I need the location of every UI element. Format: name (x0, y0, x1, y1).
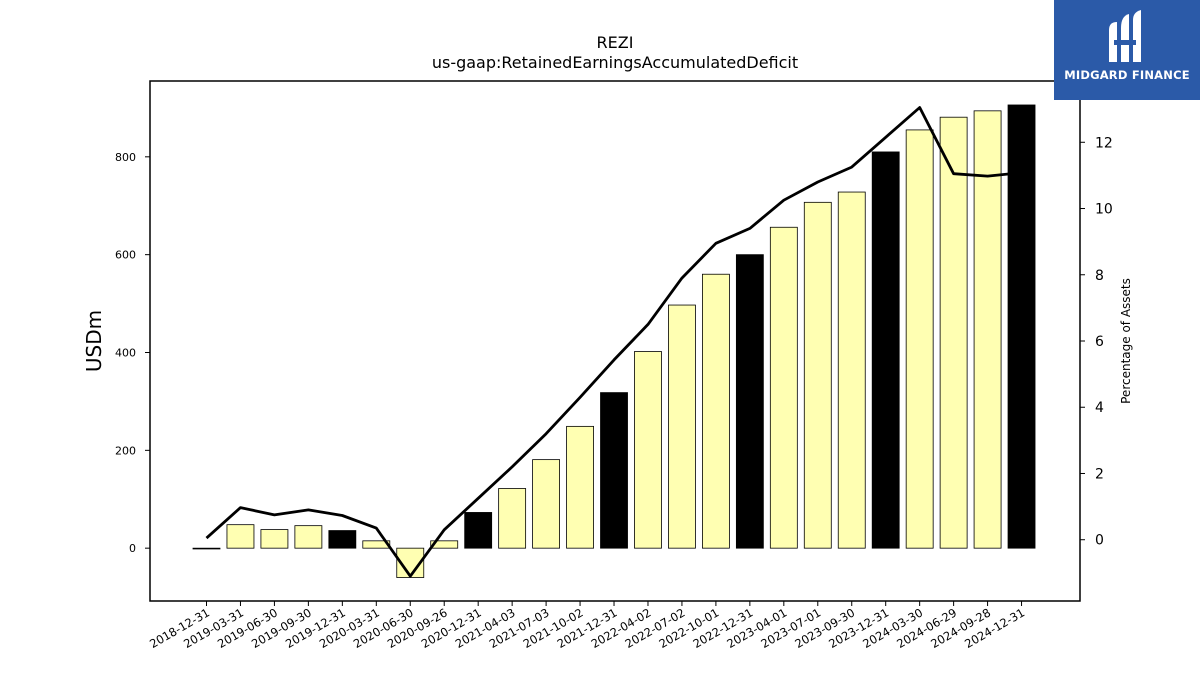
bar-2019-09-30 (294, 525, 323, 549)
brand-name: MIDGARD FINANCE (1064, 68, 1190, 82)
bar-2021-12-31 (600, 392, 628, 549)
bar-2023-07-01 (803, 201, 832, 549)
bars-layer (192, 104, 1036, 578)
bar-2022-07-02 (668, 304, 696, 549)
bar-2019-06-30 (260, 529, 289, 549)
bar-2024-03-30 (905, 129, 934, 549)
chart-subtitle: us-gaap:RetainedEarningsAccumulatedDefic… (432, 53, 798, 72)
bar-2023-12-31 (871, 151, 900, 549)
series-line-percentage-of-assets (205, 106, 1022, 578)
bar-2023-04-01 (769, 226, 798, 549)
bar-2020-03-31 (362, 540, 391, 549)
bar-2022-04-02 (634, 351, 662, 549)
bar-2021-04-03 (498, 488, 527, 549)
y2-tick-label-12: 12 (1095, 135, 1113, 151)
bar-2024-12-31 (1007, 104, 1036, 549)
bar-2024-06-29 (939, 116, 968, 549)
chart-title: REZI (597, 33, 634, 52)
bar-2020-12-31 (464, 512, 493, 549)
bar-2022-10-01 (702, 273, 730, 549)
midgard-logo-icon (1109, 10, 1141, 62)
bar-2022-12-31 (735, 254, 764, 549)
y2-tick-label-10: 10 (1095, 202, 1113, 218)
bar-2023-09-30 (837, 191, 866, 549)
bar-2021-07-03 (532, 459, 560, 549)
bar-2018-12-31 (192, 547, 221, 550)
y-tick-label-200: 200 (115, 444, 136, 457)
y2-tick-label-4: 4 (1095, 400, 1104, 416)
y-tick-label-600: 600 (115, 249, 136, 262)
y-tick-label-800: 800 (115, 151, 136, 164)
y2-tick-label-6: 6 (1095, 334, 1104, 350)
y2-tick-label-2: 2 (1095, 466, 1104, 482)
brand-logo: MIDGARD FINANCE (1054, 0, 1200, 100)
y2-tick-label-8: 8 (1095, 268, 1104, 284)
bar-2019-12-31 (328, 530, 357, 549)
line-layer (205, 106, 1022, 578)
y2-tick-label-0: 0 (1095, 533, 1104, 549)
y-tick-label-0: 0 (129, 542, 136, 555)
bar-2019-03-31 (226, 524, 255, 549)
y2-axis-label: Percentage of Assets (1119, 278, 1133, 404)
bar-2020-09-26 (430, 540, 459, 549)
y-tick-label-400: 400 (115, 346, 136, 359)
bar-2021-10-02 (566, 425, 594, 549)
y-axis-label: USDm (82, 310, 106, 372)
bar-2024-09-28 (973, 110, 1002, 549)
